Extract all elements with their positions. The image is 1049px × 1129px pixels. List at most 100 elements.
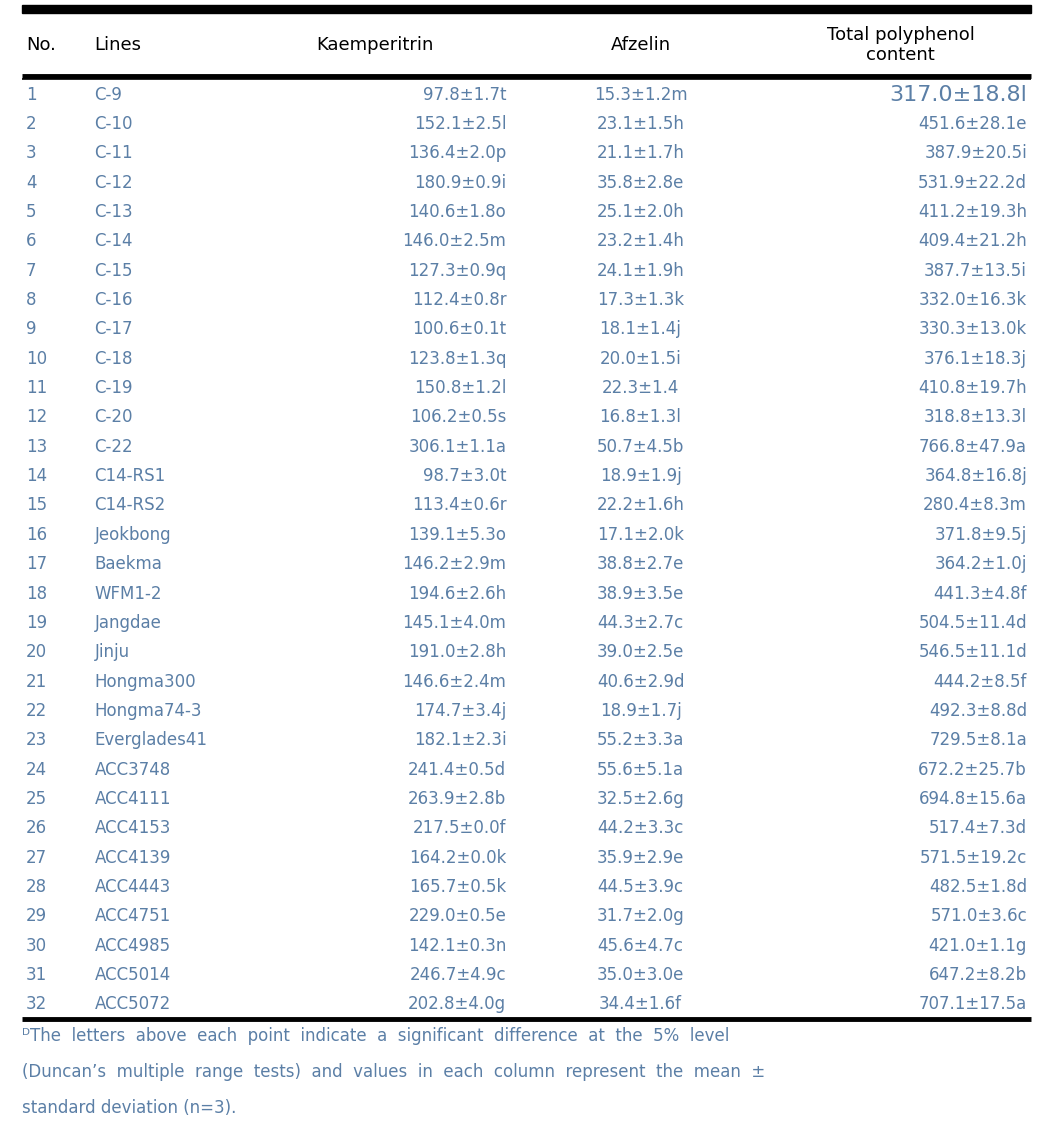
Text: 194.6±2.6h: 194.6±2.6h xyxy=(408,585,507,603)
Text: 241.4±0.5d: 241.4±0.5d xyxy=(408,761,507,779)
Text: Hongma300: Hongma300 xyxy=(94,673,196,691)
Text: 766.8±47.9a: 766.8±47.9a xyxy=(919,438,1027,456)
Text: 317.0±18.8l: 317.0±18.8l xyxy=(890,85,1027,105)
Text: standard deviation (n=3).: standard deviation (n=3). xyxy=(22,1099,236,1117)
Text: Afzelin: Afzelin xyxy=(611,36,670,54)
Text: 32: 32 xyxy=(26,996,47,1014)
Text: 330.3±13.0k: 330.3±13.0k xyxy=(919,321,1027,339)
Text: 50.7±4.5b: 50.7±4.5b xyxy=(597,438,684,456)
Text: C-9: C-9 xyxy=(94,86,123,104)
Text: 10: 10 xyxy=(26,350,47,368)
Text: 15: 15 xyxy=(26,497,47,515)
Text: 31.7±2.0g: 31.7±2.0g xyxy=(597,908,684,926)
Text: 16: 16 xyxy=(26,526,47,544)
Text: 180.9±0.9i: 180.9±0.9i xyxy=(414,174,507,192)
Text: 482.5±1.8d: 482.5±1.8d xyxy=(928,878,1027,896)
Text: 150.8±1.2l: 150.8±1.2l xyxy=(414,379,507,397)
Text: 38.8±2.7e: 38.8±2.7e xyxy=(597,555,684,574)
Text: 22.3±1.4: 22.3±1.4 xyxy=(602,379,679,397)
Text: 21: 21 xyxy=(26,673,47,691)
Text: 146.6±2.4m: 146.6±2.4m xyxy=(403,673,507,691)
Text: 217.5±0.0f: 217.5±0.0f xyxy=(413,820,507,838)
Text: Total polyphenol
content: Total polyphenol content xyxy=(827,26,975,64)
Text: 22: 22 xyxy=(26,702,47,720)
Text: 6: 6 xyxy=(26,233,37,251)
Text: 18.9±1.9j: 18.9±1.9j xyxy=(600,467,682,485)
Text: 444.2±8.5f: 444.2±8.5f xyxy=(934,673,1027,691)
Text: 113.4±0.6r: 113.4±0.6r xyxy=(411,497,507,515)
Text: 387.7±13.5i: 387.7±13.5i xyxy=(924,262,1027,280)
Text: 246.7±4.9c: 246.7±4.9c xyxy=(410,966,507,984)
Text: 106.2±0.5s: 106.2±0.5s xyxy=(410,409,507,427)
Text: 22.2±1.6h: 22.2±1.6h xyxy=(597,497,684,515)
Text: 8: 8 xyxy=(26,291,37,309)
Text: 332.0±16.3k: 332.0±16.3k xyxy=(919,291,1027,309)
Text: 411.2±19.3h: 411.2±19.3h xyxy=(918,203,1027,221)
Text: Jeokbong: Jeokbong xyxy=(94,526,171,544)
Text: 142.1±0.3n: 142.1±0.3n xyxy=(408,937,507,955)
Text: 410.8±19.7h: 410.8±19.7h xyxy=(918,379,1027,397)
Text: C14-RS2: C14-RS2 xyxy=(94,497,166,515)
Text: 441.3±4.8f: 441.3±4.8f xyxy=(934,585,1027,603)
Text: 30: 30 xyxy=(26,937,47,955)
Text: ᴰThe  letters  above  each  point  indicate  a  significant  difference  at  the: ᴰThe letters above each point indicate a… xyxy=(22,1027,729,1045)
Text: 44.5±3.9c: 44.5±3.9c xyxy=(598,878,684,896)
Text: Hongma74-3: Hongma74-3 xyxy=(94,702,202,720)
Text: 165.7±0.5k: 165.7±0.5k xyxy=(409,878,507,896)
Text: C-12: C-12 xyxy=(94,174,133,192)
Text: (Duncan’s  multiple  range  tests)  and  values  in  each  column  represent  th: (Duncan’s multiple range tests) and valu… xyxy=(22,1064,766,1080)
Text: 31: 31 xyxy=(26,966,47,984)
Text: 45.6±4.7c: 45.6±4.7c xyxy=(598,937,684,955)
Text: 364.8±16.8j: 364.8±16.8j xyxy=(924,467,1027,485)
Text: 23.2±1.4h: 23.2±1.4h xyxy=(597,233,684,251)
Text: 98.7±3.0t: 98.7±3.0t xyxy=(423,467,507,485)
Text: 32.5±2.6g: 32.5±2.6g xyxy=(597,790,684,808)
Text: 27: 27 xyxy=(26,849,47,867)
Text: 20.0±1.5i: 20.0±1.5i xyxy=(600,350,682,368)
Text: C-14: C-14 xyxy=(94,233,133,251)
Text: 263.9±2.8b: 263.9±2.8b xyxy=(408,790,507,808)
Text: ACC5014: ACC5014 xyxy=(94,966,171,984)
Text: 15.3±1.2m: 15.3±1.2m xyxy=(594,86,687,104)
Text: 7: 7 xyxy=(26,262,37,280)
Text: ACC4751: ACC4751 xyxy=(94,908,171,926)
Text: 145.1±4.0m: 145.1±4.0m xyxy=(403,614,507,632)
Text: 146.0±2.5m: 146.0±2.5m xyxy=(403,233,507,251)
Text: C-19: C-19 xyxy=(94,379,133,397)
Text: 100.6±0.1t: 100.6±0.1t xyxy=(412,321,507,339)
Text: 20: 20 xyxy=(26,644,47,662)
Text: 123.8±1.3q: 123.8±1.3q xyxy=(408,350,507,368)
Text: 1: 1 xyxy=(26,86,37,104)
Text: 571.0±3.6c: 571.0±3.6c xyxy=(930,908,1027,926)
Text: 24.1±1.9h: 24.1±1.9h xyxy=(597,262,684,280)
Text: 531.9±22.2d: 531.9±22.2d xyxy=(918,174,1027,192)
Text: 229.0±0.5e: 229.0±0.5e xyxy=(408,908,507,926)
Text: 38.9±3.5e: 38.9±3.5e xyxy=(597,585,684,603)
Text: 39.0±2.5e: 39.0±2.5e xyxy=(597,644,684,662)
Text: 127.3±0.9q: 127.3±0.9q xyxy=(408,262,507,280)
Text: 18.9±1.7j: 18.9±1.7j xyxy=(600,702,682,720)
Text: 25.1±2.0h: 25.1±2.0h xyxy=(597,203,684,221)
Text: ACC4153: ACC4153 xyxy=(94,820,171,838)
Text: 492.3±8.8d: 492.3±8.8d xyxy=(928,702,1027,720)
Text: 136.4±2.0p: 136.4±2.0p xyxy=(408,145,507,163)
Text: 371.8±9.5j: 371.8±9.5j xyxy=(935,526,1027,544)
Text: C-18: C-18 xyxy=(94,350,133,368)
Text: 55.2±3.3a: 55.2±3.3a xyxy=(597,732,684,750)
Text: 14: 14 xyxy=(26,467,47,485)
Text: ACC5072: ACC5072 xyxy=(94,996,171,1014)
Text: 35.0±3.0e: 35.0±3.0e xyxy=(597,966,684,984)
Text: 517.4±7.3d: 517.4±7.3d xyxy=(928,820,1027,838)
Text: 23: 23 xyxy=(26,732,47,750)
Text: 191.0±2.8h: 191.0±2.8h xyxy=(408,644,507,662)
Text: 17: 17 xyxy=(26,555,47,574)
Text: Baekma: Baekma xyxy=(94,555,163,574)
Text: 29: 29 xyxy=(26,908,47,926)
Text: 672.2±25.7b: 672.2±25.7b xyxy=(918,761,1027,779)
Text: 112.4±0.8r: 112.4±0.8r xyxy=(411,291,507,309)
Text: 409.4±21.2h: 409.4±21.2h xyxy=(918,233,1027,251)
Text: Everglades41: Everglades41 xyxy=(94,732,208,750)
Text: C14-RS1: C14-RS1 xyxy=(94,467,166,485)
Text: 35.8±2.8e: 35.8±2.8e xyxy=(597,174,684,192)
Text: 34.4±1.6f: 34.4±1.6f xyxy=(599,996,682,1014)
